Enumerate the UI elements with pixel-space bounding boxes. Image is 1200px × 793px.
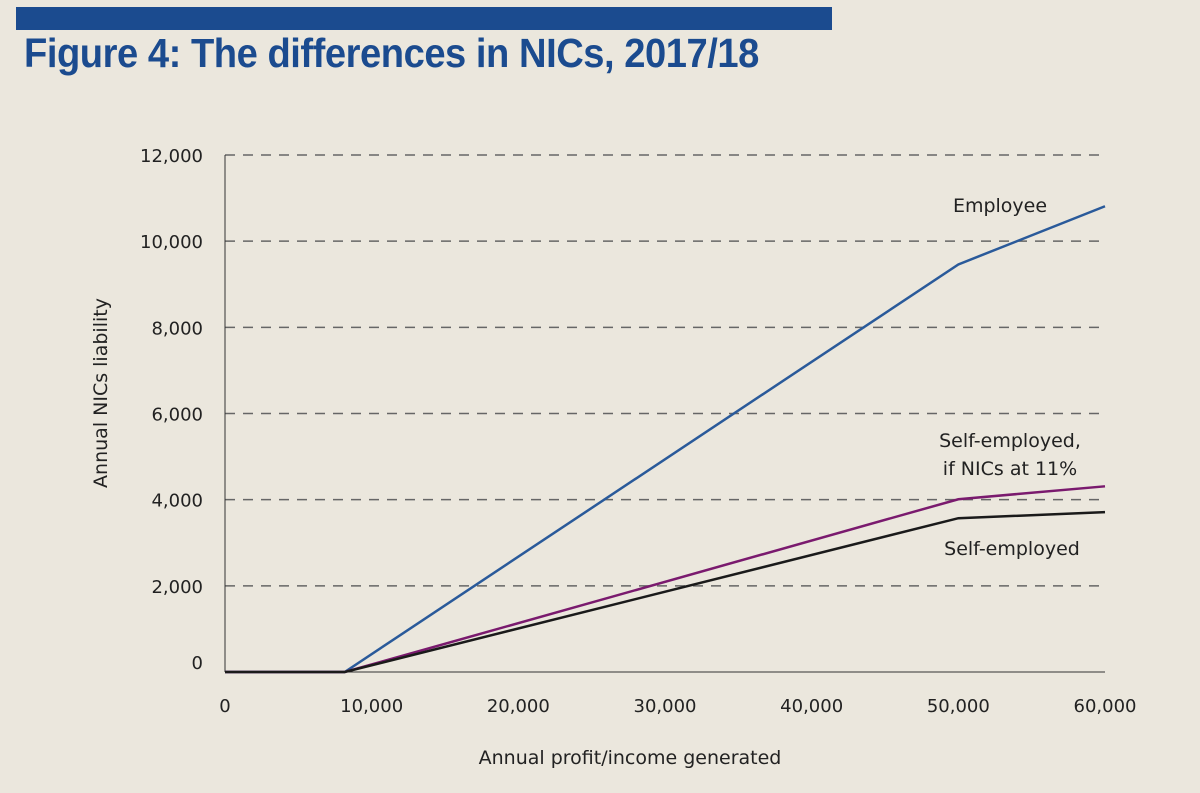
tick-labels: 0 2,000 4,000 6,000 8,000 10,000 12,000 0 10,000… [140, 146, 1136, 717]
axes [224, 155, 1105, 673]
x-tick-label: 60,000 [1074, 696, 1137, 717]
series-label: Employee [953, 195, 1047, 217]
series-line-self-employed-if-nics-at-11- [225, 485, 1106, 674]
series-label: if NICs at 11% [943, 458, 1077, 480]
y-tick-label: 4,000 [151, 491, 203, 512]
series-lines [225, 205, 1106, 674]
x-tick-label: 50,000 [927, 696, 990, 717]
y-axis-label: Annual NICs liability [90, 298, 112, 488]
y-tick-label: 6,000 [151, 405, 203, 426]
title-bar [16, 7, 832, 30]
x-tick-label: 20,000 [487, 696, 550, 717]
series-line-self-employed [225, 510, 1106, 674]
chart-title: Figure 4: The differences in NICs, 2017/… [24, 30, 759, 76]
y-tick-label: 8,000 [151, 318, 203, 339]
y-tick-label: 2,000 [151, 577, 203, 598]
series-labels: Employee Self-employed, if NICs at 11% Self… [939, 195, 1081, 560]
y-tick-label: 12,000 [140, 146, 203, 167]
series-label: Self-employed [944, 538, 1080, 560]
x-tick-label: 10,000 [340, 696, 403, 717]
gridlines [225, 154, 1105, 587]
x-tick-label: 30,000 [634, 696, 697, 717]
x-axis-label: Annual profit/income generated [479, 747, 782, 769]
y-tick-label: 0 [192, 653, 203, 674]
x-tick-label: 40,000 [780, 696, 843, 717]
series-label: Self-employed, [939, 430, 1081, 452]
y-tick-label: 10,000 [140, 232, 203, 253]
x-tick-label: 0 [219, 696, 230, 717]
